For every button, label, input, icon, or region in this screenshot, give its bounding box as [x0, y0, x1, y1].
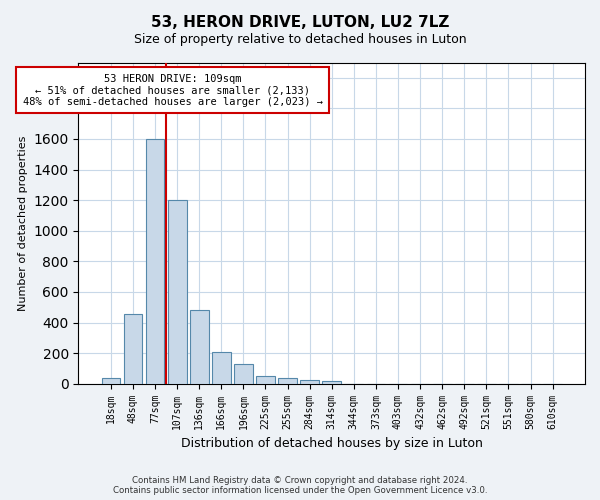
- Bar: [190, 310, 209, 384]
- Bar: [212, 352, 230, 384]
- Bar: [124, 314, 142, 384]
- Y-axis label: Number of detached properties: Number of detached properties: [18, 136, 28, 311]
- Text: Size of property relative to detached houses in Luton: Size of property relative to detached ho…: [134, 32, 466, 46]
- Bar: [322, 382, 341, 384]
- Bar: [256, 376, 275, 384]
- Bar: [101, 378, 120, 384]
- Text: 53, HERON DRIVE, LUTON, LU2 7LZ: 53, HERON DRIVE, LUTON, LU2 7LZ: [151, 15, 449, 30]
- Bar: [300, 380, 319, 384]
- Text: 53 HERON DRIVE: 109sqm
← 51% of detached houses are smaller (2,133)
48% of semi-: 53 HERON DRIVE: 109sqm ← 51% of detached…: [23, 74, 323, 107]
- Bar: [234, 364, 253, 384]
- Bar: [278, 378, 297, 384]
- Bar: [168, 200, 187, 384]
- X-axis label: Distribution of detached houses by size in Luton: Distribution of detached houses by size …: [181, 437, 482, 450]
- Bar: [146, 139, 164, 384]
- Text: Contains HM Land Registry data © Crown copyright and database right 2024.
Contai: Contains HM Land Registry data © Crown c…: [113, 476, 487, 495]
